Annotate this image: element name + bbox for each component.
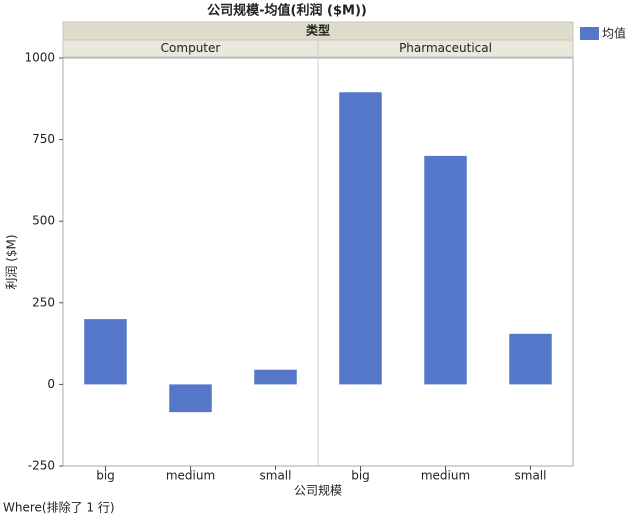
x-axis-label: 公司规模 (294, 483, 342, 498)
y-tick-label: 750 (32, 132, 55, 146)
x-tick-label: medium (421, 469, 470, 483)
y-tick-label: 0 (47, 377, 55, 391)
bar (254, 369, 297, 385)
chart-title: 公司规模-均值(利润 ($M)) (207, 3, 367, 19)
bar (169, 384, 212, 413)
x-tick-label: big (96, 469, 115, 483)
bar (424, 155, 467, 385)
x-tick-label: medium (166, 469, 215, 483)
legend-swatch (580, 27, 599, 40)
y-tick-label: 1000 (24, 51, 55, 65)
panel-label: Computer (161, 41, 221, 55)
bar (84, 319, 127, 385)
x-tick-label: small (260, 469, 292, 483)
footer: Where(排除了 1 行) (3, 500, 115, 515)
y-tick-label: -250 (28, 459, 55, 473)
y-axis-label: 利润 ($M) (5, 234, 19, 289)
bar (339, 92, 382, 385)
bar (509, 333, 552, 385)
facet-label: 类型 (306, 23, 330, 38)
y-tick-label: 500 (32, 214, 55, 228)
legend-label: 均值 (602, 26, 626, 41)
x-tick-label: big (351, 469, 370, 483)
panel-label: Pharmaceutical (399, 41, 492, 55)
x-tick-label: small (515, 469, 547, 483)
y-tick-label: 250 (32, 295, 55, 309)
